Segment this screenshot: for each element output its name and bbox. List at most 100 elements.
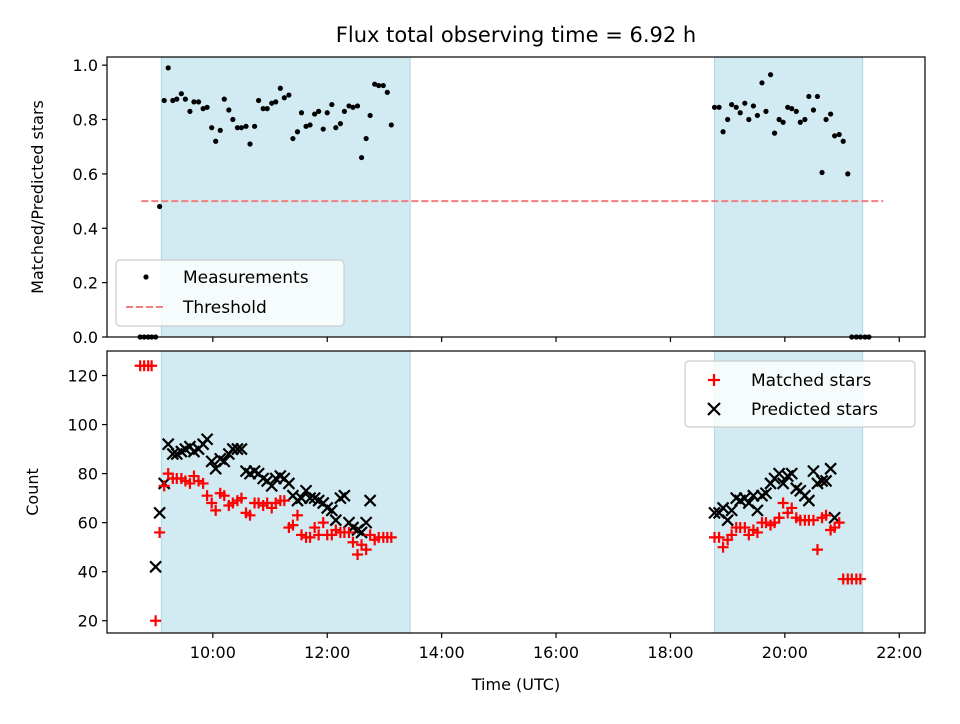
legend-measurements-marker bbox=[143, 274, 149, 280]
measurement-point bbox=[260, 106, 266, 112]
bottom-y-axis-label: Count bbox=[23, 468, 42, 516]
top-y-tick-label: 0.4 bbox=[73, 219, 98, 238]
measurement-point bbox=[754, 112, 760, 119]
matched-star-point bbox=[854, 573, 866, 585]
measurement-point bbox=[195, 99, 202, 105]
measurement-point bbox=[810, 107, 817, 113]
top-y-tick-label: 0.6 bbox=[73, 165, 98, 184]
measurement-point bbox=[324, 110, 330, 116]
measurement-point bbox=[789, 106, 795, 112]
predicted-star-point bbox=[772, 467, 786, 480]
predicted-star-point bbox=[205, 455, 218, 468]
measurement-point bbox=[209, 125, 215, 131]
measurement-point bbox=[759, 80, 765, 86]
bottom-y-tick-label: 80 bbox=[78, 465, 98, 484]
measurement-point bbox=[763, 108, 769, 114]
measurement-point bbox=[312, 111, 318, 117]
measurement-point bbox=[363, 135, 369, 142]
measurement-point bbox=[191, 99, 197, 105]
matched-star-point bbox=[278, 495, 290, 507]
matched-star-point bbox=[235, 492, 247, 504]
measurement-point bbox=[187, 108, 193, 114]
bottom-x-tick-label: 22:00 bbox=[876, 643, 922, 662]
matched-star-point bbox=[807, 514, 819, 526]
predicted-star-point bbox=[751, 504, 764, 517]
matched-star-point bbox=[833, 517, 845, 529]
top-y-axis-label: Matched/Predicted stars bbox=[28, 100, 47, 294]
matched-star-point bbox=[146, 360, 158, 372]
measurement-point bbox=[354, 103, 361, 109]
measurement-point bbox=[230, 116, 236, 123]
measurement-point bbox=[170, 97, 176, 104]
measurement-point bbox=[213, 138, 219, 144]
predicted-star-point bbox=[265, 479, 279, 493]
bottom-y-tick-label: 120 bbox=[67, 367, 98, 386]
predicted-star-point bbox=[161, 437, 175, 451]
measurement-point bbox=[182, 96, 188, 102]
measurement-point bbox=[823, 116, 829, 123]
bottom-legend: Matched stars Predicted stars bbox=[684, 360, 916, 428]
matched-star-point bbox=[287, 519, 299, 531]
matched-star-point bbox=[786, 502, 798, 514]
matched-star-point bbox=[317, 517, 329, 529]
matched-star-point bbox=[309, 522, 321, 534]
measurement-point bbox=[737, 110, 743, 116]
measurement-point bbox=[303, 123, 309, 129]
top-y-tick-label: 1.0 bbox=[73, 56, 98, 75]
predicted-star-point bbox=[166, 447, 180, 461]
matched-star-point bbox=[184, 477, 196, 489]
measurement-point bbox=[178, 91, 184, 97]
predicted-star-point bbox=[708, 506, 721, 520]
bottom-x-tick-label: 20:00 bbox=[762, 643, 808, 662]
matched-star-point bbox=[206, 497, 218, 509]
legend-matched-label: Matched stars bbox=[751, 371, 871, 391]
predicted-star-point bbox=[200, 433, 214, 446]
measurement-point bbox=[711, 104, 718, 110]
predicted-star-point bbox=[303, 491, 317, 505]
legend-predicted-label: Predicted stars bbox=[751, 400, 878, 420]
matched-star-point bbox=[291, 509, 303, 521]
matched-star-point bbox=[726, 529, 738, 541]
measurement-point bbox=[802, 116, 808, 123]
matched-star-point bbox=[347, 536, 359, 548]
measurement-point bbox=[742, 100, 748, 106]
measurement-point bbox=[174, 96, 180, 102]
predicted-star-point bbox=[355, 526, 368, 539]
measurement-point bbox=[346, 103, 352, 109]
measurement-point bbox=[797, 119, 803, 125]
bottom-x-tick-label: 10:00 bbox=[190, 643, 236, 662]
matched-star-point bbox=[210, 504, 222, 516]
predicted-star-point bbox=[231, 442, 244, 456]
measurement-point bbox=[350, 104, 356, 110]
measurement-point bbox=[264, 106, 270, 112]
predicted-star-point bbox=[807, 464, 820, 478]
bottom-x-tick-label: 18:00 bbox=[647, 643, 693, 662]
measurement-point bbox=[294, 129, 301, 135]
matched-star-point bbox=[811, 544, 823, 556]
matched-star-point bbox=[154, 526, 166, 538]
measurement-point bbox=[358, 154, 365, 161]
predicted-star-point bbox=[824, 462, 837, 475]
top-panel: 0.0 0.2 0.4 0.6 0.8 1.0 Matched/Predicted sta… bbox=[28, 56, 926, 347]
predicted-star-point bbox=[153, 506, 166, 520]
legend-measurements-label: Measurements bbox=[183, 268, 309, 288]
matched-star-point bbox=[201, 490, 213, 502]
top-y-tick-label: 0.8 bbox=[73, 111, 98, 130]
top-legend: Measurements Threshold bbox=[115, 259, 345, 327]
measurement-point bbox=[828, 111, 834, 117]
predicted-star-point bbox=[235, 442, 248, 456]
measurement-point bbox=[840, 138, 846, 144]
matched-star-point bbox=[158, 480, 170, 492]
measurement-point bbox=[376, 82, 382, 89]
bottom-panel: 20 40 60 80 100 120 10:00 12:00 14:00 16:00 18:00… bbox=[23, 350, 926, 694]
top-plot-frame bbox=[106, 56, 926, 338]
measurement-point bbox=[255, 97, 262, 104]
predicted-star-point bbox=[785, 467, 798, 480]
measurement-point bbox=[384, 89, 390, 95]
predicted-star-point bbox=[338, 489, 351, 502]
measurement-point bbox=[226, 107, 232, 113]
measurement-point bbox=[269, 100, 275, 106]
measurement-point bbox=[780, 119, 786, 125]
measurement-point bbox=[243, 123, 249, 129]
